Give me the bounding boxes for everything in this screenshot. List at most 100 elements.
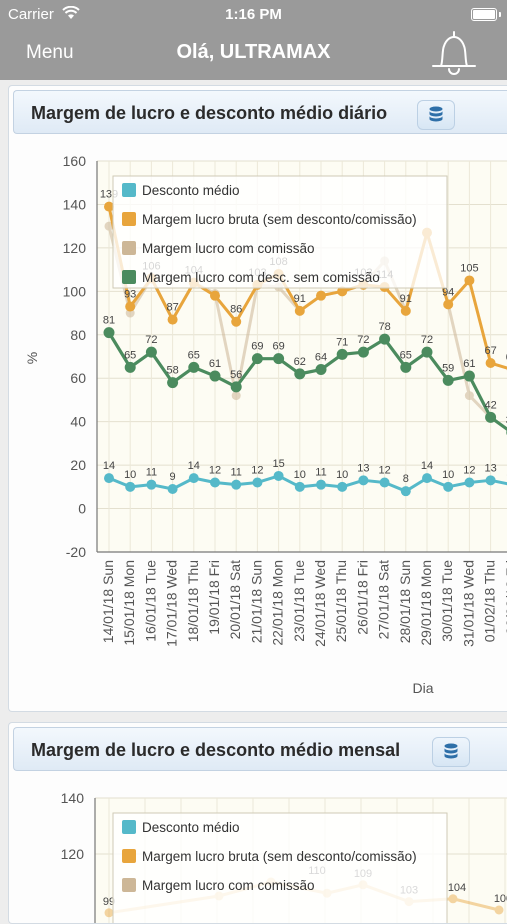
x-tick-label: 23/01/18 Tue [291, 560, 307, 642]
x-tick-label: 20/01/18 Sat [227, 560, 243, 640]
data-point [210, 477, 220, 487]
daily-chart-card: Margem de lucro e desconto médio diário … [8, 85, 507, 712]
data-label: 64 [315, 352, 327, 364]
data-label: 81 [103, 315, 115, 327]
bell-icon[interactable] [428, 28, 480, 78]
data-point [449, 894, 458, 903]
data-point [337, 349, 348, 360]
data-label: 91 [294, 293, 306, 305]
x-tick-label: 14/01/18 Sun [100, 560, 116, 643]
data-label: 11 [315, 467, 326, 479]
data-label: 14 [188, 460, 200, 472]
data-label: 86 [230, 304, 242, 316]
x-tick-label: 17/01/18 Wed [164, 560, 180, 647]
x-tick-label: 18/01/18 Thu [185, 560, 201, 642]
x-tick-label: 21/01/18 Sun [248, 560, 264, 643]
legend-swatch [122, 183, 136, 197]
data-label: 105 [460, 262, 478, 274]
data-label: 58 [166, 365, 178, 377]
data-label: 69 [272, 341, 284, 353]
legend-swatch [122, 820, 136, 834]
data-point [168, 484, 178, 494]
data-label: 10 [336, 469, 348, 481]
data-point [400, 362, 411, 373]
data-point [231, 317, 241, 327]
data-point [465, 391, 474, 400]
legend-swatch [122, 212, 136, 226]
data-label: 71 [336, 336, 348, 348]
data-point [231, 381, 242, 392]
data-point [358, 475, 368, 485]
y-tick-label: 140 [61, 790, 85, 806]
data-point [231, 480, 241, 490]
data-label: 87 [166, 302, 178, 314]
monthly-margin-chart: 12014099110109103104100Desconto médioMar… [9, 723, 507, 923]
data-label: 61 [209, 358, 221, 370]
x-tick-label: 25/01/18 Thu [333, 560, 349, 642]
data-label: 10 [294, 469, 306, 481]
data-point [464, 371, 475, 382]
data-label: 93 [124, 289, 136, 301]
x-axis-label: Dia [412, 680, 433, 696]
data-point [495, 906, 504, 915]
data-label: 12 [378, 464, 390, 476]
data-point [105, 908, 114, 917]
data-point [316, 291, 326, 301]
data-point [486, 358, 496, 368]
data-point [273, 353, 284, 364]
data-point [443, 299, 453, 309]
data-label: 10 [124, 469, 136, 481]
data-point [401, 486, 411, 496]
data-point [443, 482, 453, 492]
x-tick-label: 28/01/18 Sun [397, 560, 413, 643]
y-tick-label: 160 [63, 153, 87, 169]
data-point [486, 475, 496, 485]
data-point [104, 473, 114, 483]
data-label: 12 [209, 464, 221, 476]
data-label: 15 [272, 458, 284, 470]
data-point [443, 375, 454, 386]
x-tick-label: 30/01/18 Tue [439, 560, 455, 642]
data-point [422, 473, 432, 483]
data-point [232, 391, 241, 400]
data-point [337, 482, 347, 492]
data-label: 67 [484, 345, 496, 357]
battery-tip [499, 12, 501, 17]
data-point [189, 473, 199, 483]
legend-label: Margem lucro bruta (sem desconto/comissã… [142, 849, 417, 864]
data-point [252, 353, 263, 364]
data-label: 59 [442, 362, 454, 374]
data-label: 61 [463, 358, 475, 370]
nav-bar: Menu Olá, ULTRAMAX [0, 28, 507, 80]
legend-label: Margem lucro com desc. sem comissão [142, 270, 380, 285]
data-label: 78 [378, 321, 390, 333]
data-point [294, 368, 305, 379]
data-label: 62 [294, 356, 306, 368]
data-label: 65 [124, 349, 136, 361]
data-point [104, 327, 115, 338]
data-point [380, 477, 390, 487]
data-point [188, 362, 199, 373]
legend-label: Margem lucro bruta (sem desconto/comissã… [142, 212, 417, 227]
y-tick-label: 120 [61, 846, 85, 862]
y-tick-label: 0 [78, 501, 86, 517]
data-label: 11 [146, 467, 157, 479]
data-point [358, 347, 369, 358]
legend-label: Margem lucro com comissão [142, 241, 315, 256]
data-point [379, 334, 390, 345]
data-point [125, 302, 135, 312]
x-tick-label: 16/01/18 Tue [142, 560, 158, 642]
x-tick-label: 24/01/18 Wed [312, 560, 328, 647]
y-tick-label: 60 [70, 370, 86, 386]
legend-label: Desconto médio [142, 183, 240, 198]
data-label: 65 [188, 349, 200, 361]
chart-legend: Desconto médio Margem lucro bruta (sem de… [113, 176, 447, 288]
data-point [316, 364, 327, 375]
data-label: 72 [421, 334, 433, 346]
data-label: 42 [484, 399, 496, 411]
y-tick-label: 40 [70, 414, 86, 430]
y-tick-label: 80 [70, 327, 86, 343]
x-tick-label: 22/01/18 Mon [270, 560, 286, 646]
data-label: 14 [103, 460, 115, 472]
y-tick-label: 140 [63, 196, 87, 212]
